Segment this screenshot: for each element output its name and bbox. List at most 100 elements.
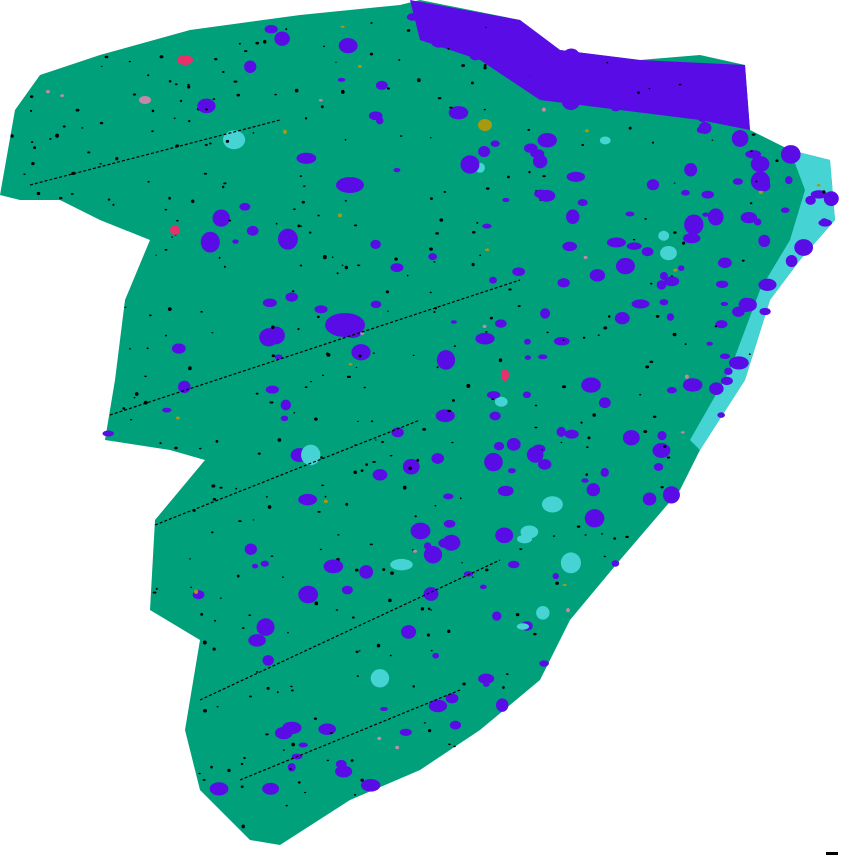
grain xyxy=(149,314,152,317)
grain xyxy=(775,159,779,163)
grain xyxy=(470,81,474,85)
grain xyxy=(178,380,191,394)
grain xyxy=(338,213,343,218)
grain xyxy=(353,794,357,796)
grain xyxy=(414,515,417,518)
grain xyxy=(197,98,216,114)
grain xyxy=(610,103,621,112)
grain xyxy=(450,320,457,324)
grain xyxy=(489,316,493,320)
grain xyxy=(175,416,180,420)
fracture-line xyxy=(109,279,521,416)
grain xyxy=(553,52,562,61)
grain xyxy=(684,163,698,177)
fracture-line xyxy=(199,559,501,701)
grain xyxy=(299,264,303,267)
grain xyxy=(478,119,492,131)
grain xyxy=(534,404,538,407)
grain xyxy=(262,39,267,44)
grain xyxy=(603,555,606,558)
grain xyxy=(236,93,241,97)
grain xyxy=(700,90,714,102)
grain xyxy=(214,57,218,61)
grain xyxy=(750,156,770,173)
grain xyxy=(62,125,66,128)
grain xyxy=(429,137,432,139)
grain xyxy=(606,237,626,248)
grain xyxy=(614,312,630,325)
grain xyxy=(420,607,425,611)
grain xyxy=(360,469,364,472)
purple-phase-region xyxy=(410,0,750,130)
grain xyxy=(537,189,556,202)
grain xyxy=(171,236,173,238)
grain xyxy=(483,108,486,111)
grain xyxy=(215,439,219,443)
grain xyxy=(175,219,179,222)
grain xyxy=(448,106,469,120)
grain xyxy=(356,264,361,267)
grain xyxy=(49,138,52,140)
grain xyxy=(280,399,291,411)
grain xyxy=(666,387,677,394)
grain xyxy=(412,354,415,356)
grain xyxy=(99,163,102,165)
grain xyxy=(222,130,246,150)
grain xyxy=(317,315,320,319)
grain xyxy=(461,562,463,564)
grain xyxy=(274,93,278,96)
grain xyxy=(664,276,680,287)
grain xyxy=(653,463,664,471)
grain xyxy=(317,510,321,513)
grain xyxy=(337,534,340,536)
grain xyxy=(112,203,115,206)
grain xyxy=(659,271,668,281)
grain xyxy=(205,108,208,111)
grain xyxy=(508,468,516,474)
grain xyxy=(275,222,278,225)
grain xyxy=(430,609,433,611)
grain xyxy=(566,209,580,225)
grain xyxy=(162,407,172,413)
grain xyxy=(210,531,214,534)
grain xyxy=(395,745,400,750)
grain xyxy=(314,417,318,421)
grain xyxy=(639,393,642,396)
grain xyxy=(582,336,586,339)
grain xyxy=(55,133,60,138)
grain xyxy=(36,191,41,196)
grain xyxy=(715,320,728,329)
grain xyxy=(228,219,232,222)
grain xyxy=(282,576,284,579)
grain xyxy=(318,723,337,735)
grain xyxy=(275,726,293,740)
grain xyxy=(562,583,567,587)
grain xyxy=(680,431,685,434)
grain xyxy=(686,67,698,77)
grain xyxy=(287,631,289,634)
grain xyxy=(485,187,490,190)
grain xyxy=(720,376,733,386)
grain xyxy=(241,824,245,829)
grain xyxy=(308,231,312,234)
grain xyxy=(443,493,454,500)
grain xyxy=(423,722,426,724)
grain xyxy=(413,549,418,553)
grain xyxy=(244,543,257,555)
grain xyxy=(287,762,296,772)
grain xyxy=(642,492,657,506)
grain xyxy=(537,459,552,470)
grain xyxy=(429,291,432,294)
grain xyxy=(265,733,269,736)
grain xyxy=(741,259,745,262)
grain xyxy=(433,310,436,314)
grain xyxy=(235,487,238,490)
grain xyxy=(241,627,245,629)
grain xyxy=(70,193,74,195)
grain xyxy=(475,332,495,345)
grain xyxy=(274,31,290,46)
grain xyxy=(643,430,648,433)
grain xyxy=(124,306,127,308)
grain xyxy=(340,25,345,28)
grain xyxy=(402,458,420,475)
